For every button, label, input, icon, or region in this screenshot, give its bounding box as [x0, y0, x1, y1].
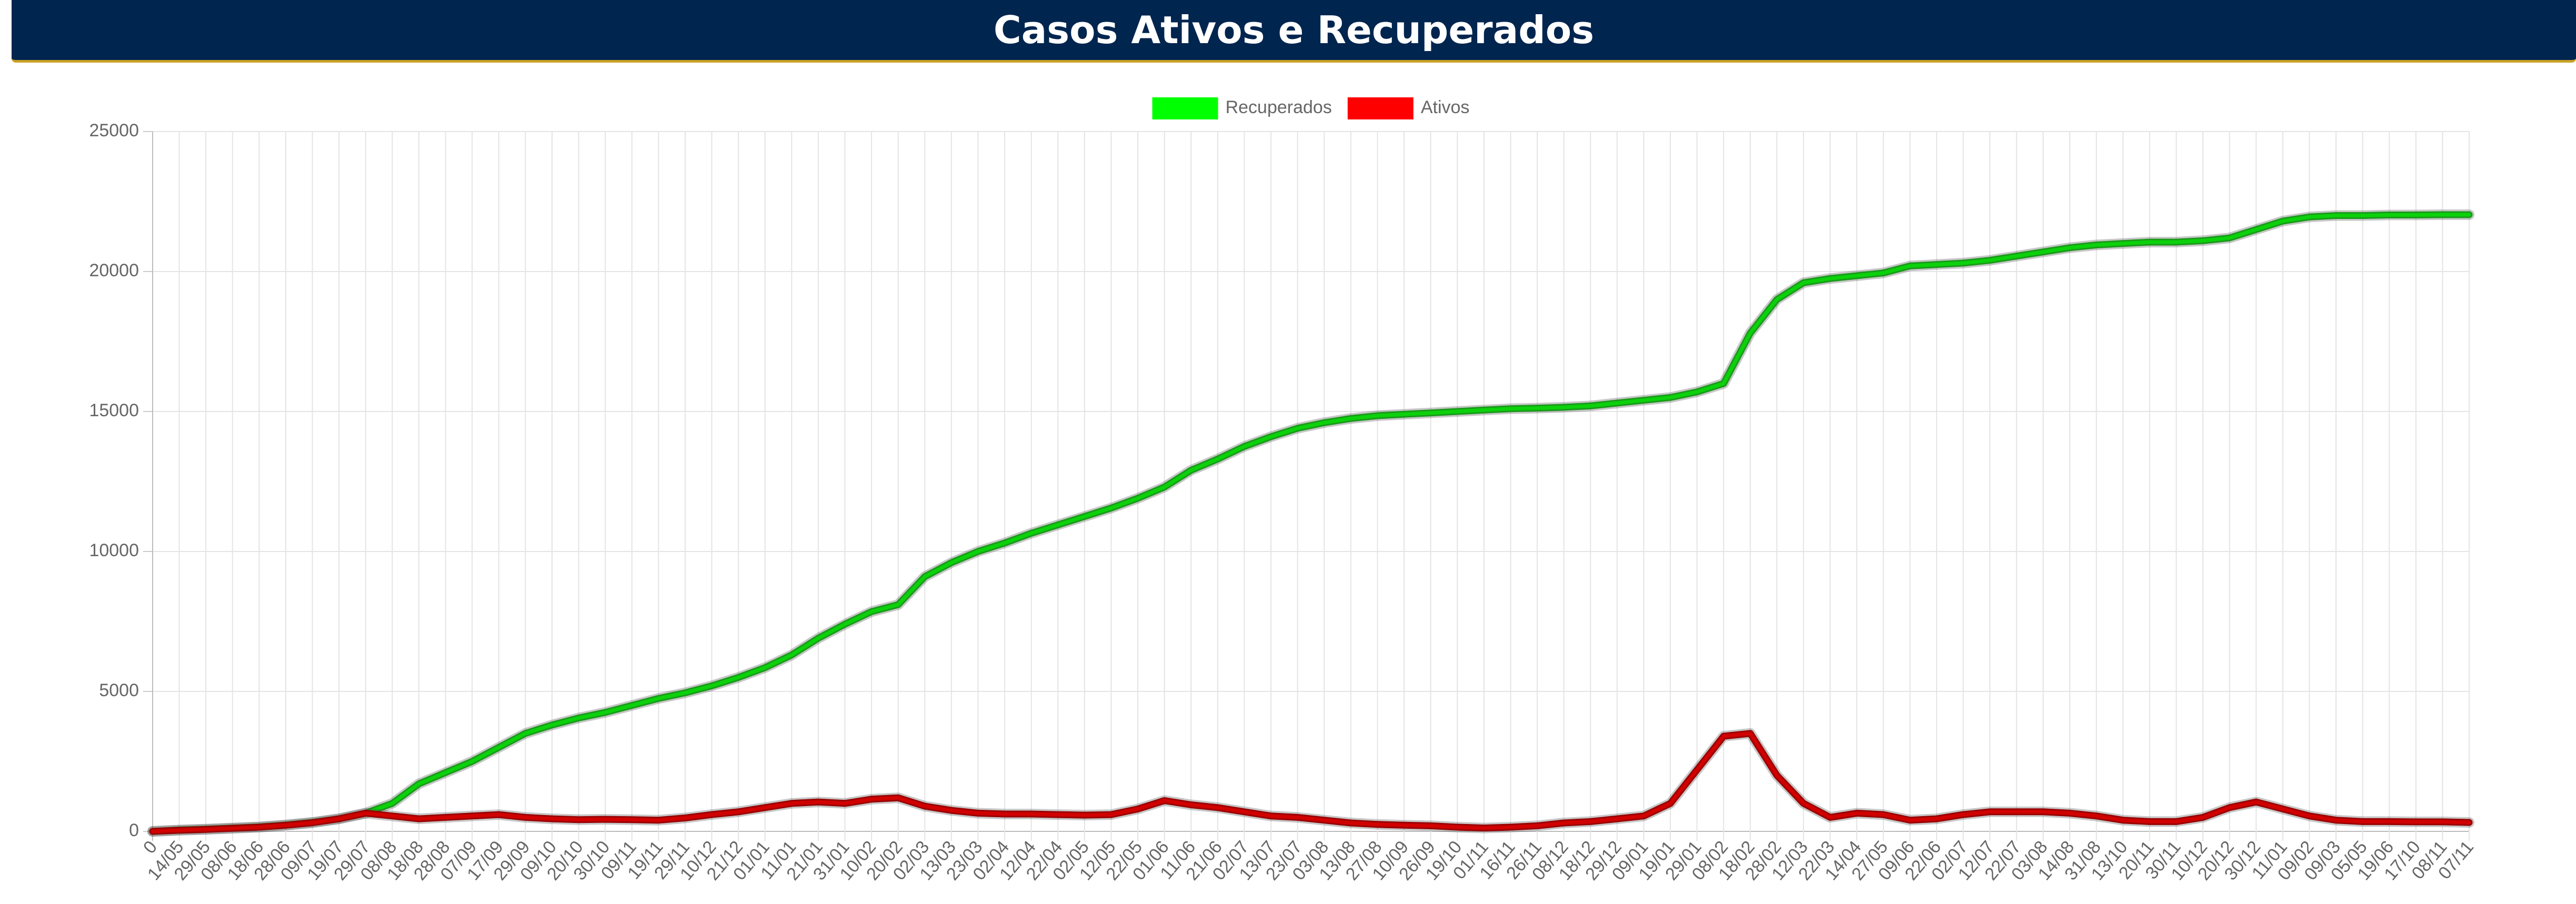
legend-label: Recuperados: [1226, 97, 1332, 117]
y-tick-label: 20000: [89, 260, 139, 280]
legend-swatch: [1152, 97, 1218, 119]
legend-label: Ativos: [1421, 97, 1470, 117]
legend: Recuperados Ativos: [1152, 97, 1470, 119]
y-tick-label: 0: [129, 820, 139, 840]
chart-title: Casos Ativos e Recuperados: [993, 8, 1595, 52]
y-tick-label: 15000: [89, 400, 139, 420]
y-tick-label: 5000: [99, 680, 139, 700]
data-line: [151, 731, 2471, 833]
line-shadow: [147, 209, 2474, 837]
line-outline: [149, 211, 2473, 835]
legend-swatch: [1347, 97, 1414, 119]
data-line: [151, 213, 2471, 833]
y-tick-label: 25000: [89, 120, 139, 140]
header: Casos Ativos e Recuperados: [12, 0, 2576, 63]
y-tick-label: 10000: [89, 540, 139, 560]
